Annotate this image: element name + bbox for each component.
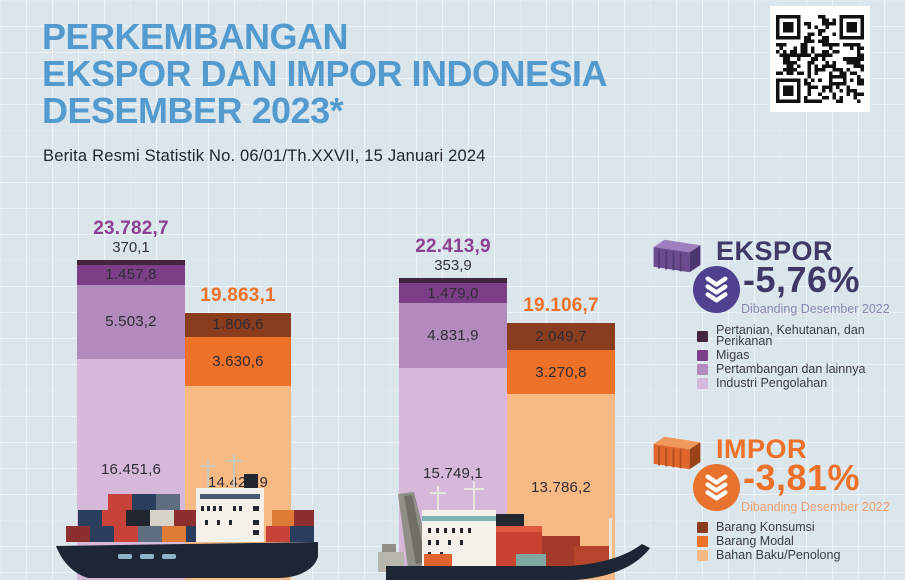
bar-segment: 1.479,0 [399,283,507,304]
legend-item: Pertanian, Kehutanan, dan Perikanan [697,323,905,348]
bar-ekspor-desember-2022: 1.457,8 5.503,2 16.451,6 [77,260,185,580]
ekspor-change-value: -5,76% [743,259,861,300]
legend-label: Migas [716,348,750,362]
legend-label: Barang Modal [716,534,794,548]
segment-value-label: 1.479,0 [427,284,479,302]
bar-segment [399,278,507,284]
legend-label: Pertambangan dan lainnya [716,362,866,376]
cargo-ship-right-illustration [378,481,650,580]
segment-value-label: 1.806,6 [212,316,264,334]
legend-swatch [697,350,708,361]
bar-segment: 3.630,6 [185,337,291,386]
ekspor-decrease-icon [693,266,740,313]
bar-total-label: 22.413,9 [415,236,491,258]
segment-value-label: 3.630,6 [212,352,264,370]
bar-total-label: 19.106,7 [523,294,599,316]
bar-total-label: 19.863,1 [200,284,276,306]
bar-segment: 4.831,9 [399,303,507,369]
segment-value-label: 2.049,7 [535,328,587,346]
qr-code [770,6,870,112]
cargo-ship-left-illustration [56,454,318,578]
legend-swatch [697,536,708,547]
segment-value-label: 1.457,8 [105,266,157,284]
bar-segment [77,260,185,265]
segment-value-label: 353,9 [434,257,472,275]
segment-value-label: 4.831,9 [427,327,479,345]
release-subtitle: Berita Resmi Statistik No. 06/01/Th.XXVI… [43,147,486,165]
segment-value-label: 370,1 [112,239,150,256]
ekspor-heading: EKSPOR [716,236,834,266]
legend-label: Barang Konsumsi [716,520,815,534]
segment-value-label: 3.270,8 [535,363,587,381]
legend-swatch [697,330,708,342]
bar-segment: 3.270,8 [507,350,615,395]
legend-swatch [697,522,708,533]
page-title-line-3: DESEMBER 2023* [42,90,344,131]
legend-swatch [697,378,708,389]
bar-total-label: 23.782,7 [93,218,169,239]
legend-item: Bahan Baku/Penolong [697,548,841,562]
legend-item: Pertambangan dan lainnya [697,362,905,376]
impor-compare-label: Dibanding Desember 2022 [741,500,890,514]
bar-segment: 5.503,2 [77,284,185,359]
bar-segment: 1.457,8 [77,264,185,285]
legend-item: Barang Konsumsi [697,520,840,534]
legend-item: Migas [697,348,905,362]
page-title-line-1: PERKEMBANGAN [42,16,349,57]
legend-item: Industri Pengolahan [697,376,905,390]
segment-value-label: 15.749,1 [423,465,483,483]
bar-segment: 2.049,7 [507,322,615,351]
impor-change-value: -3,81% [743,457,861,498]
impor-legend: Barang Konsumsi Barang Modal Bahan Baku/Pe… [697,520,841,564]
ekspor-container-icon [653,239,701,273]
bar-segment: 16.451,6 [77,358,185,580]
qr-code-pattern [776,15,864,103]
impor-heading: IMPOR [716,434,808,464]
segment-value-label: 5.503,2 [105,313,157,331]
segment-value-label: 13.786,2 [531,478,591,496]
ekspor-legend: Pertanian, Kehutanan, dan Perikanan Migas… [697,323,905,392]
legend-swatch [697,550,708,561]
impor-container-icon [653,436,701,470]
legend-label: Industri Pengolahan [716,376,828,390]
segment-value-label: 16.451,6 [101,460,161,478]
page-title-line-2: EKSPOR DAN IMPOR INDONESIA [42,53,608,94]
legend-label: Bahan Baku/Penolong [716,548,841,562]
legend-item: Barang Modal [697,534,840,548]
legend-swatch [697,364,708,375]
impor-decrease-icon [693,464,740,511]
page-title: PERKEMBANGAN EKSPOR DAN IMPOR INDONESIA … [42,16,608,131]
ekspor-compare-label: Dibanding Desember 2022 [741,302,890,316]
legend-label: Pertanian, Kehutanan, dan Perikanan [716,323,865,348]
bar-segment: 1.806,6 [185,312,291,338]
